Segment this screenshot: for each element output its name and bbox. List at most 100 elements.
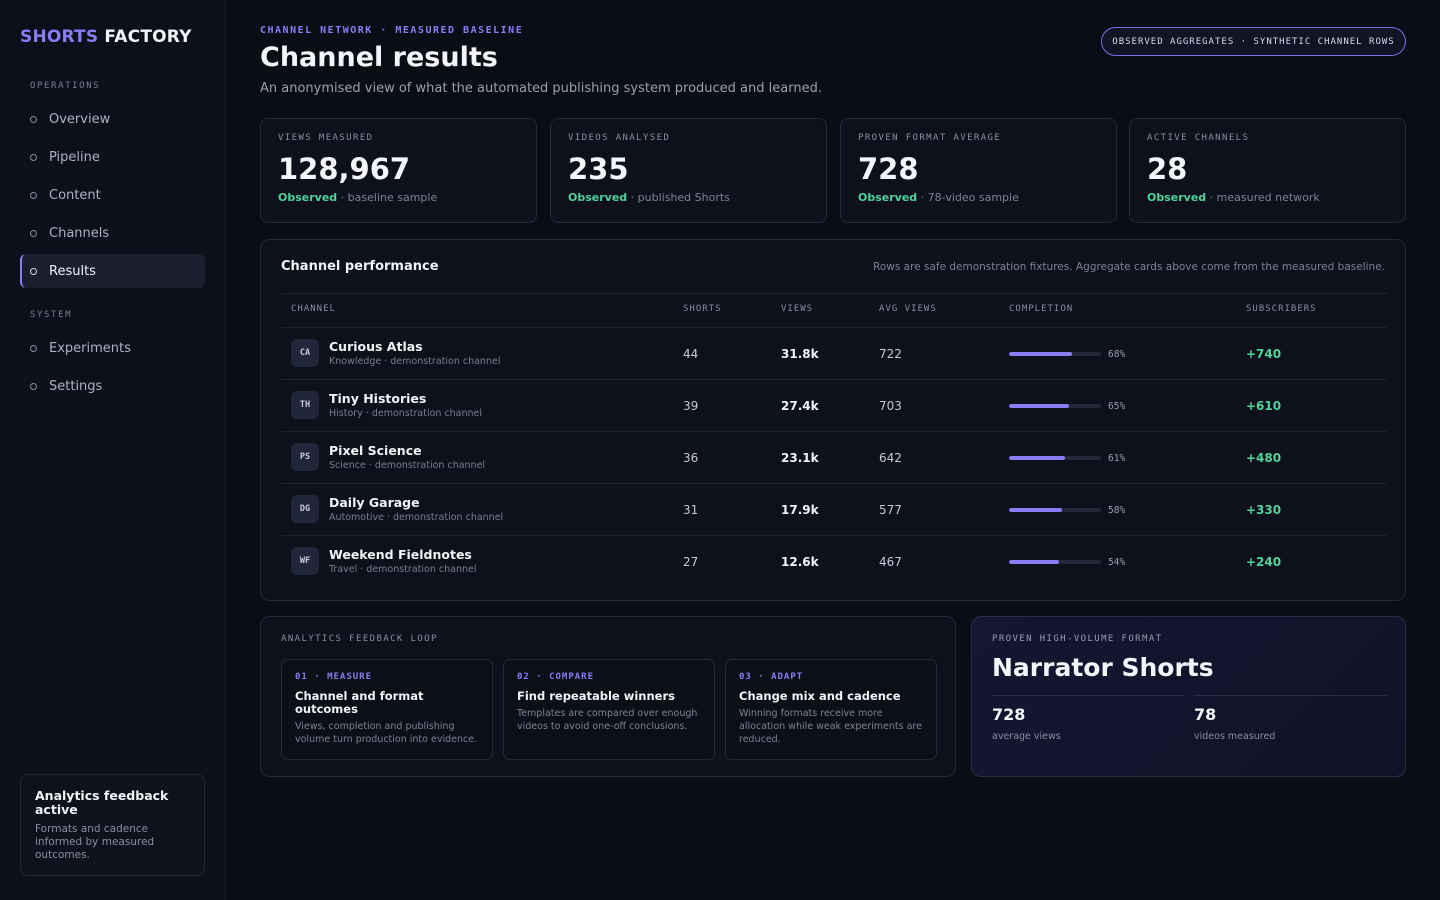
loop-step-adapt: 03 · ADAPT Change mix and cadence Winnin… bbox=[725, 659, 937, 760]
loop-step-measure: 01 · MEASURE Channel and format outcomes… bbox=[281, 659, 493, 760]
sidebar-item-label: Settings bbox=[49, 378, 103, 394]
stat-label: VIEWS MEASURED bbox=[278, 133, 374, 143]
table-row[interactable]: PS Pixel Science Science · demonstration… bbox=[281, 432, 1387, 484]
completion-bar-fill bbox=[1009, 352, 1072, 356]
sidebar-item-label: Overview bbox=[49, 111, 111, 127]
circle-icon bbox=[30, 344, 37, 352]
page-subtitle: An anonymised view of what the automated… bbox=[260, 81, 822, 96]
column-header-channel[interactable]: CHANNEL bbox=[291, 304, 336, 314]
sidebar-item-label: Pipeline bbox=[49, 149, 100, 165]
channel-name: Tiny Histories bbox=[329, 391, 427, 406]
channel-avatar: PS bbox=[291, 443, 319, 471]
column-header-avg-views[interactable]: AVG VIEWS bbox=[879, 304, 937, 314]
channel-name: Curious Atlas bbox=[329, 339, 423, 354]
brand-part-1: SHORTS bbox=[20, 27, 99, 47]
divider bbox=[281, 483, 1387, 484]
completion-bar-fill bbox=[1009, 508, 1063, 512]
channel-avatar: WF bbox=[291, 547, 319, 575]
proven-format-panel: PROVEN HIGH-VOLUME FORMAT Narrator Short… bbox=[971, 616, 1406, 777]
circle-icon bbox=[30, 153, 37, 161]
views-count: 31.8k bbox=[781, 347, 819, 361]
column-header-completion[interactable]: COMPLETION bbox=[1009, 304, 1074, 314]
stat-value: 128,967 bbox=[278, 152, 411, 186]
circle-icon bbox=[30, 115, 37, 123]
circle-icon bbox=[30, 267, 37, 275]
circle-icon bbox=[30, 382, 37, 390]
feedback-status-card: Analytics feedback active Formats and ca… bbox=[20, 774, 205, 876]
channel-name: Daily Garage bbox=[329, 495, 420, 510]
channel-name: Weekend Fieldnotes bbox=[329, 547, 472, 562]
stat-value: 728 bbox=[858, 152, 919, 186]
stat-status: Observed bbox=[858, 191, 918, 204]
column-header-shorts[interactable]: SHORTS bbox=[683, 304, 722, 314]
table-row[interactable]: TH Tiny Histories History · demonstratio… bbox=[281, 380, 1387, 432]
panel-note: Rows are safe demonstration fixtures. Ag… bbox=[873, 261, 1385, 273]
views-count: 12.6k bbox=[781, 555, 819, 569]
completion-bar bbox=[1009, 560, 1101, 564]
stat-note: Observed · 78-video sample bbox=[858, 191, 1099, 204]
table-row[interactable]: DG Daily Garage Automotive · demonstrati… bbox=[281, 484, 1387, 536]
avg-views: 467 bbox=[879, 555, 902, 569]
feedback-status-title: Analytics feedback active bbox=[35, 788, 169, 817]
page-eyebrow: CHANNEL NETWORK · MEASURED BASELINE bbox=[260, 25, 524, 36]
shorts-count: 31 bbox=[683, 503, 699, 517]
sidebar-item-pipeline[interactable]: Pipeline bbox=[20, 140, 205, 174]
data-source-badge: OBSERVED AGGREGATES · SYNTHETIC CHANNEL … bbox=[1101, 27, 1406, 56]
divider bbox=[1194, 695, 1387, 696]
channel-category: Science · demonstration channel bbox=[329, 460, 486, 471]
step-description: Winning formats receive more allocation … bbox=[739, 708, 922, 745]
stat-note: Observed · measured network bbox=[1147, 191, 1388, 204]
format-title: Narrator Shorts bbox=[992, 653, 1214, 682]
views-count: 17.9k bbox=[781, 503, 819, 517]
stat-note-text: · measured network bbox=[1206, 191, 1320, 204]
sidebar-item-label: Content bbox=[49, 187, 101, 203]
format-metric-caption: videos measured bbox=[1194, 731, 1276, 742]
sidebar-item-label: Results bbox=[49, 263, 96, 279]
panel-title: ANALYTICS FEEDBACK LOOP bbox=[281, 634, 438, 644]
column-header-views[interactable]: VIEWS bbox=[781, 304, 814, 314]
sidebar-item-settings[interactable]: Settings bbox=[20, 369, 205, 403]
brand-logo[interactable]: SHORTS FACTORY bbox=[20, 27, 192, 47]
completion-bar-fill bbox=[1009, 404, 1069, 408]
channel-category: History · demonstration channel bbox=[329, 408, 483, 419]
sidebar-item-content[interactable]: Content bbox=[20, 178, 205, 212]
page-title: Channel results bbox=[260, 42, 498, 73]
subscriber-gain: +330 bbox=[1246, 503, 1282, 517]
stat-note-text: · published Shorts bbox=[627, 191, 730, 204]
shorts-count: 44 bbox=[683, 347, 699, 361]
table-row[interactable]: CA Curious Atlas Knowledge · demonstrati… bbox=[281, 328, 1387, 380]
sidebar-item-channels[interactable]: Channels bbox=[20, 216, 205, 250]
channel-avatar: DG bbox=[291, 495, 319, 523]
stat-card-channels: ACTIVE CHANNELS 28 Observed · measured n… bbox=[1129, 118, 1406, 223]
avg-views: 577 bbox=[879, 503, 902, 517]
sidebar-item-experiments[interactable]: Experiments bbox=[20, 331, 205, 365]
column-header-subscribers[interactable]: SUBSCRIBERS bbox=[1246, 304, 1317, 314]
subscriber-gain: +610 bbox=[1246, 399, 1282, 413]
subscriber-gain: +740 bbox=[1246, 347, 1282, 361]
channel-performance-panel: Channel performance Rows are safe demons… bbox=[260, 239, 1406, 601]
step-heading: Find repeatable winners bbox=[517, 689, 675, 703]
completion-percent: 61% bbox=[1108, 453, 1126, 464]
step-heading: Channel and format outcomes bbox=[295, 689, 424, 716]
channel-category: Knowledge · demonstration channel bbox=[329, 356, 501, 367]
step-number: 01 · MEASURE bbox=[295, 672, 373, 682]
completion-percent: 68% bbox=[1108, 349, 1126, 360]
loop-step-compare: 02 · COMPARE Find repeatable winners Tem… bbox=[503, 659, 715, 760]
sidebar-item-results[interactable]: Results bbox=[20, 254, 205, 288]
completion-percent: 65% bbox=[1108, 401, 1126, 412]
nav-section-operations: OPERATIONS bbox=[30, 81, 101, 91]
format-metric-value: 728 bbox=[992, 705, 1026, 724]
sidebar: SHORTS FACTORY OPERATIONS Overview Pipel… bbox=[0, 0, 226, 900]
avg-views: 642 bbox=[879, 451, 902, 465]
sidebar-item-overview[interactable]: Overview bbox=[20, 102, 205, 136]
divider bbox=[281, 327, 1387, 328]
table-row[interactable]: WF Weekend Fieldnotes Travel · demonstra… bbox=[281, 536, 1387, 588]
completion-percent: 58% bbox=[1108, 505, 1126, 516]
step-number: 02 · COMPARE bbox=[517, 672, 595, 682]
avg-views: 722 bbox=[879, 347, 902, 361]
avg-views: 703 bbox=[879, 399, 902, 413]
stat-card-videos: VIDEOS ANALYSED 235 Observed · published… bbox=[550, 118, 827, 223]
channel-name: Pixel Science bbox=[329, 443, 422, 458]
completion-bar bbox=[1009, 404, 1101, 408]
stat-card-format-average: PROVEN FORMAT AVERAGE 728 Observed · 78-… bbox=[840, 118, 1117, 223]
